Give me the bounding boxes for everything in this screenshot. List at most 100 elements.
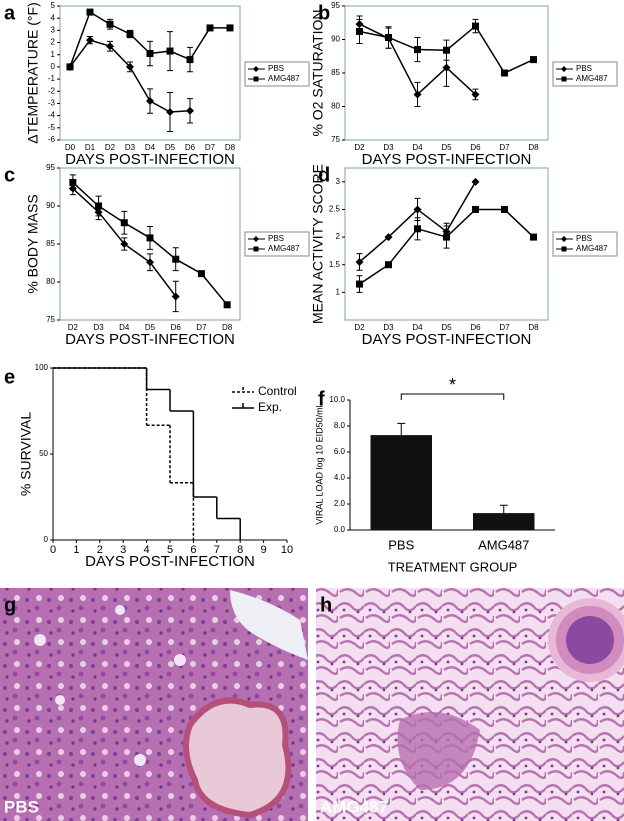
marker bbox=[356, 280, 363, 288]
x-tick-label: D7 bbox=[499, 143, 510, 152]
marker bbox=[166, 47, 174, 55]
marker bbox=[501, 205, 508, 213]
legend-label: PBS bbox=[576, 64, 592, 73]
x-tick-label: 0 bbox=[50, 544, 56, 556]
x-tick-label: D6 bbox=[470, 143, 481, 152]
legend-frame bbox=[552, 61, 618, 87]
x-tick-label: D5 bbox=[441, 323, 452, 332]
marker bbox=[472, 22, 479, 30]
x-axis-label: DAYS POST-INFECTION bbox=[362, 151, 532, 168]
y-tick-label: 85 bbox=[331, 68, 340, 77]
error-bar bbox=[499, 504, 508, 514]
legend-marker bbox=[561, 66, 567, 72]
x-tick-label: D4 bbox=[412, 323, 423, 332]
marker bbox=[443, 46, 450, 54]
legend-marker bbox=[253, 236, 259, 242]
legend-marker bbox=[561, 76, 567, 82]
y-tick-label: 0 bbox=[44, 535, 49, 544]
y-tick-label: 4.0 bbox=[334, 473, 346, 482]
x-tick-label: 4 bbox=[144, 544, 150, 556]
marker bbox=[530, 233, 537, 241]
x-tick-label: D4 bbox=[412, 143, 423, 152]
marker bbox=[86, 8, 94, 16]
y-tick-label: -4 bbox=[48, 111, 56, 120]
x-tick-label: D7 bbox=[205, 143, 216, 152]
y-tick-label: 1 bbox=[336, 287, 341, 296]
marker bbox=[530, 56, 537, 64]
marker bbox=[223, 301, 231, 309]
marker bbox=[414, 225, 421, 233]
x-tick-label: D5 bbox=[145, 323, 156, 332]
marker bbox=[146, 258, 154, 267]
marker bbox=[86, 36, 94, 45]
x-tick-label: D3 bbox=[383, 323, 394, 332]
y-tick-label: 0.0 bbox=[334, 525, 346, 534]
image-label: AMG487 bbox=[320, 797, 388, 816]
y-axis-label: VIRAL LOAD log 10 EID50/ml bbox=[314, 405, 324, 524]
marker bbox=[443, 233, 450, 241]
x-tick-label: D7 bbox=[196, 323, 207, 332]
y-tick-label: 80 bbox=[46, 277, 55, 286]
marker bbox=[385, 261, 392, 269]
marker bbox=[106, 20, 114, 28]
marker bbox=[226, 24, 234, 32]
x-tick-label: D5 bbox=[165, 143, 176, 152]
legend-marker bbox=[253, 76, 259, 82]
marker bbox=[197, 270, 205, 278]
legend-label: PBS bbox=[268, 234, 284, 243]
x-tick-label: 2 bbox=[97, 544, 103, 556]
micrograph-g bbox=[0, 588, 308, 821]
x-tick-label: D8 bbox=[222, 323, 233, 332]
marker bbox=[472, 205, 479, 213]
y-tick-label: 2.0 bbox=[334, 499, 346, 508]
plot-frame bbox=[59, 5, 241, 141]
x-tick-label: D6 bbox=[185, 143, 196, 152]
x-tick-label: 10 bbox=[281, 544, 293, 556]
x-axis-label: DAYS POST-INFECTION bbox=[65, 331, 235, 348]
panel-letter: h bbox=[320, 594, 332, 616]
y-tick-label: 8.0 bbox=[334, 421, 346, 430]
marker bbox=[146, 97, 154, 106]
panel-letter: c bbox=[4, 164, 15, 186]
x-tick-label: 1 bbox=[73, 544, 79, 556]
y-tick-label: 6.0 bbox=[334, 447, 346, 456]
legend-marker bbox=[561, 236, 567, 242]
x-tick-label: D8 bbox=[528, 323, 539, 332]
x-tick-label: D2 bbox=[354, 143, 365, 152]
marker bbox=[186, 106, 194, 115]
y-tick-label: 100 bbox=[35, 363, 49, 372]
marker bbox=[126, 62, 134, 71]
x-tick-label: D6 bbox=[171, 323, 182, 332]
marker bbox=[501, 69, 508, 77]
x-tick-label: 5 bbox=[167, 544, 173, 556]
x-tick-label: 6 bbox=[190, 544, 196, 556]
significance-label: * bbox=[449, 375, 456, 395]
x-axis-label: DAYS POST-INFECTION bbox=[362, 331, 532, 348]
marker bbox=[413, 205, 422, 214]
panel-letter: b bbox=[318, 2, 330, 24]
y-tick-label: 95 bbox=[46, 163, 55, 172]
plot-frame bbox=[344, 167, 549, 321]
y-tick-label: 2 bbox=[51, 38, 56, 47]
x-tick-label: D3 bbox=[93, 323, 104, 332]
y-tick-label: 1.5 bbox=[329, 260, 341, 269]
y-tick-label: 0 bbox=[51, 62, 56, 71]
x-axis-label: DAYS POST-INFECTION bbox=[85, 553, 255, 570]
x-tick-label: D8 bbox=[225, 143, 236, 152]
y-axis-label: % BODY MASS bbox=[25, 194, 41, 293]
x-tick-label: D0 bbox=[65, 143, 76, 152]
y-tick-label: 90 bbox=[331, 35, 340, 44]
x-tick-label: D8 bbox=[528, 143, 539, 152]
x-axis-label: DAYS POST-INFECTION bbox=[65, 151, 235, 168]
marker bbox=[171, 292, 180, 301]
marker bbox=[146, 50, 154, 58]
y-tick-label: 90 bbox=[46, 201, 55, 210]
bar bbox=[473, 513, 535, 530]
significance-bracket bbox=[400, 393, 505, 400]
image-label: PBS bbox=[4, 797, 39, 816]
marker bbox=[120, 219, 128, 227]
y-tick-label: 75 bbox=[46, 315, 55, 324]
y-tick-label: 80 bbox=[331, 102, 340, 111]
marker bbox=[146, 234, 154, 242]
